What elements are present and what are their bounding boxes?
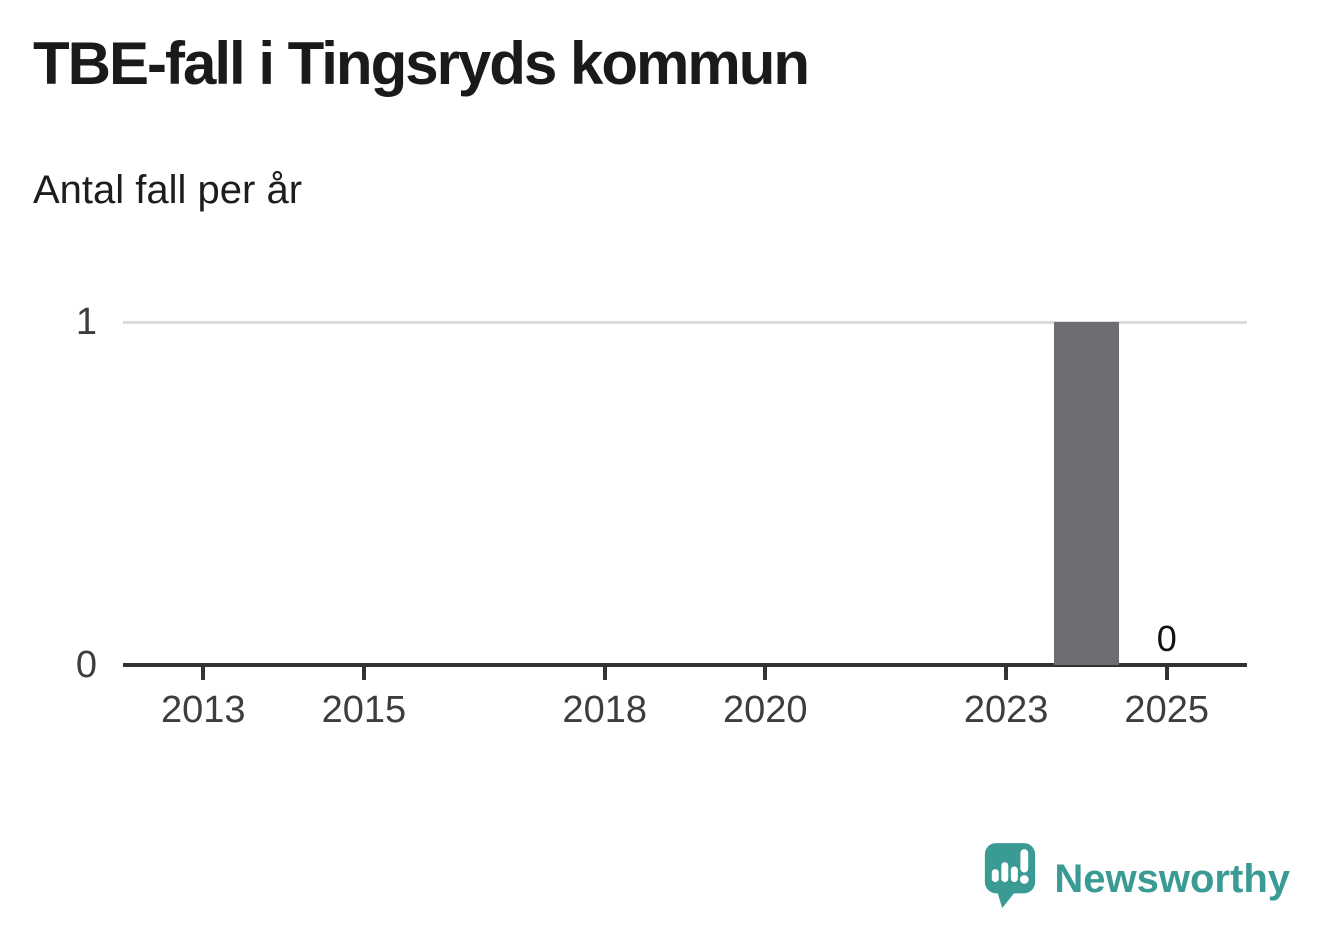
newsworthy-chart-bubble-icon (984, 842, 1036, 915)
x-axis-tick (602, 667, 607, 680)
brand-wordmark: Newsworthy (1054, 856, 1290, 901)
y-axis-label: 1 (75, 301, 97, 343)
plot-area: 0 1 2013 2015 2018 2020 2023 2025 0 (76, 303, 1247, 729)
x-axis-tick (763, 667, 768, 680)
branding: Newsworthy (984, 842, 1290, 915)
x-axis-tick (1004, 667, 1009, 680)
x-axis-tick-label: 2018 (562, 689, 647, 731)
x-axis-line (123, 663, 1247, 667)
chart-subtitle: Antal fall per år (33, 168, 303, 212)
x-axis-tick-label: 2025 (1124, 689, 1209, 731)
bar (1054, 322, 1119, 665)
x-axis-tick (1164, 667, 1169, 680)
chart-title: TBE-fall i Tingsryds kommun (33, 30, 810, 97)
y-axis-label: 0 (75, 644, 97, 686)
x-axis-tick-label: 2015 (321, 689, 407, 731)
x-axis-tick (201, 667, 206, 680)
x-axis-tick-label: 2020 (723, 689, 808, 731)
x-axis-tick (361, 667, 366, 680)
gridline (123, 320, 1247, 324)
x-axis-tick-label: 2013 (161, 689, 246, 731)
x-axis-tick-label: 2023 (963, 689, 1049, 731)
value-label: 0 (1156, 618, 1177, 659)
